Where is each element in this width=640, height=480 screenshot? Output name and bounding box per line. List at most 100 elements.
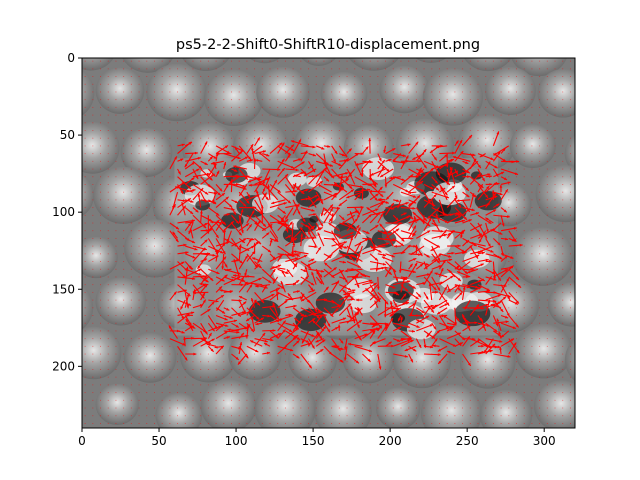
arrow-shaft (354, 345, 373, 353)
arrow-dot (523, 245, 525, 247)
arrow-head (266, 351, 271, 355)
arrow-head (419, 263, 424, 267)
arrow-dot (261, 130, 263, 131)
arrow-dot (84, 214, 86, 216)
arrow-dot (84, 114, 86, 116)
arrow-dot (523, 369, 525, 370)
arrow-dot (392, 130, 394, 131)
arrow-dot (92, 153, 94, 155)
arrow-dot (354, 407, 356, 409)
arrow-dot (246, 91, 248, 93)
arrow-head (496, 203, 500, 207)
arrow-head (188, 141, 192, 145)
arrow-dot (562, 237, 564, 239)
texture-blob (146, 63, 207, 122)
arrow-dot (107, 284, 109, 286)
arrow-dot (331, 99, 333, 101)
arrow-dot (469, 83, 471, 85)
arrow-dot (492, 415, 494, 417)
arrow-head (464, 270, 468, 275)
arrow-dot (246, 376, 248, 378)
arrow-dot (569, 230, 571, 232)
arrow-dot (485, 130, 487, 131)
arrow-dot (562, 422, 564, 424)
arrow-dot (292, 130, 294, 131)
arrow-dot (354, 114, 356, 116)
texture-blob (95, 67, 145, 114)
arrow-head (492, 209, 497, 213)
arrow-shaft (346, 236, 353, 254)
arrow-head (342, 284, 346, 289)
arrow-dot (300, 407, 302, 409)
arrow-dot (331, 106, 333, 108)
arrow-dot (508, 207, 510, 209)
arrow-head (345, 172, 349, 175)
arrow-dot (84, 407, 86, 409)
arrow-dot (115, 322, 117, 324)
arrow-dot (346, 369, 348, 370)
arrow-dot (169, 307, 171, 309)
arrow-dot (115, 415, 117, 417)
arrow-head (221, 266, 225, 270)
arrow-head (172, 231, 176, 235)
arrow-dot (369, 415, 371, 417)
arrow-dot (508, 322, 510, 324)
arrow-dot (554, 168, 556, 170)
arrow-dot (84, 422, 86, 424)
arrow-dot (331, 137, 333, 139)
arrow-dot (500, 422, 502, 424)
arrow-head (216, 271, 220, 274)
arrow-dot (554, 268, 556, 270)
arrow-shaft (423, 237, 441, 248)
arrow-dot (223, 384, 225, 386)
texture-blob (82, 326, 122, 380)
arrow-dot (107, 199, 109, 201)
arrow-dot (100, 291, 101, 293)
arrow-dot (138, 276, 140, 278)
arrow-head (490, 249, 494, 253)
arrow-dot (361, 76, 363, 77)
arrow-dot (392, 68, 394, 70)
arrow-dot (415, 361, 417, 363)
arrow-dot (246, 392, 248, 394)
arrow-shaft (416, 324, 434, 332)
arrow-head (432, 219, 436, 223)
arrow-head (506, 278, 509, 282)
arrow-dot (161, 168, 163, 170)
arrow-dot (254, 114, 256, 116)
arrow-head (337, 324, 341, 328)
arrow-head (357, 307, 361, 311)
arrow-dot (516, 422, 517, 424)
arrow-head (401, 238, 405, 242)
arrow-shaft (207, 222, 219, 239)
arrow-dot (269, 422, 271, 424)
arrow-dot (431, 60, 433, 62)
arrow-dot (539, 191, 541, 193)
arrow-head (204, 223, 208, 226)
arrow-dot (138, 122, 140, 124)
arrow-dot (385, 353, 387, 355)
arrow-dot (107, 160, 109, 162)
arrow-dot (377, 361, 379, 363)
arrow-dot (554, 237, 556, 239)
arrow-dot (115, 68, 117, 70)
arrow-head (425, 262, 430, 266)
arrow-head (314, 195, 318, 198)
arrow-head (482, 178, 485, 182)
arrow-head (296, 254, 300, 257)
arrow-dot (516, 399, 517, 401)
arrow-dot (508, 176, 510, 178)
arrow-dot (192, 130, 194, 131)
arrow-dot (161, 76, 163, 77)
arrow-head (513, 238, 517, 242)
arrow-dot (177, 114, 179, 116)
arrow-head (489, 182, 493, 186)
arrow-head (341, 217, 345, 221)
arrow-dot (415, 407, 417, 409)
arrow-dot (123, 345, 125, 347)
arrow-dot (130, 237, 132, 239)
arrow-head (304, 150, 308, 154)
arrow-dot (346, 399, 348, 401)
arrow-dot (115, 76, 117, 77)
arrow-dot (431, 137, 433, 139)
